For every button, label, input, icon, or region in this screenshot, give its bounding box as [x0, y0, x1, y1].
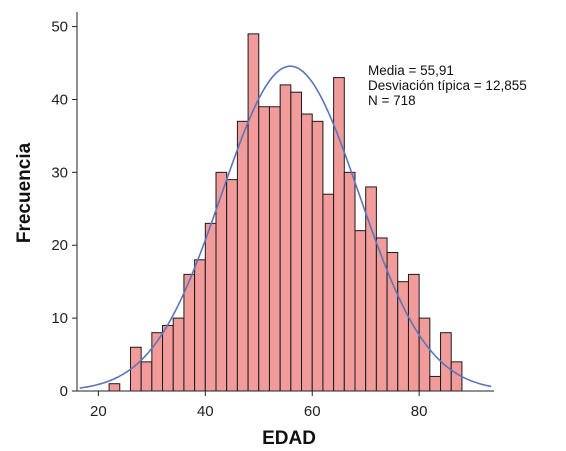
- histogram-bar: [354, 230, 367, 392]
- histogram-bars: [108, 33, 463, 392]
- histogram-bar: [268, 106, 281, 392]
- stat-n: N = 718: [368, 93, 416, 108]
- normal-curve-line: [79, 65, 492, 389]
- stats-annotation: Media = 55,91 Desviación típica = 12,855…: [368, 63, 527, 108]
- histogram-bar: [129, 346, 142, 392]
- histogram-bar: [236, 120, 249, 392]
- histogram-bar: [429, 375, 442, 392]
- histogram-bar: [204, 222, 217, 392]
- histogram-bar: [333, 77, 345, 392]
- axes: [72, 12, 494, 396]
- histogram-bar: [375, 237, 388, 392]
- x-axis-title: EDAD: [262, 428, 316, 449]
- y-tick-label: 40: [51, 91, 68, 108]
- histogram-bar: [172, 317, 185, 392]
- y-tick-label: 20: [51, 237, 68, 254]
- x-tick-label: 20: [90, 403, 107, 420]
- histogram-bar: [311, 120, 324, 392]
- stat-std-dev: Desviación típica = 12,855: [368, 78, 527, 93]
- histogram-bar: [290, 91, 303, 392]
- histogram-bar: [258, 106, 270, 392]
- histogram-bar: [108, 383, 121, 392]
- histogram-bar: [301, 113, 313, 392]
- histogram-bar: [226, 179, 238, 392]
- tick-labels: 0 10 20 30 40 50 20 40 60 80: [51, 19, 427, 420]
- histogram-bar: [322, 193, 335, 392]
- y-tick-label: 50: [51, 19, 68, 36]
- histogram-bar: [162, 324, 174, 392]
- x-tick-label: 80: [411, 403, 428, 420]
- histogram-bar: [194, 259, 206, 392]
- histogram-bar: [343, 171, 356, 392]
- y-tick-label: 10: [51, 310, 68, 327]
- x-tick-label: 60: [304, 403, 321, 420]
- y-tick-label: 30: [51, 164, 68, 181]
- histogram-bar: [279, 84, 292, 392]
- stat-mean: Media = 55,91: [368, 63, 454, 78]
- y-axis-title: Frecuencia: [14, 142, 35, 243]
- histogram-bar: [140, 361, 153, 392]
- histogram-bar: [418, 317, 431, 392]
- x-tick-label: 40: [197, 403, 214, 420]
- y-tick-label: 0: [60, 383, 68, 400]
- histogram-bar: [247, 33, 260, 392]
- histogram-bar: [183, 273, 196, 392]
